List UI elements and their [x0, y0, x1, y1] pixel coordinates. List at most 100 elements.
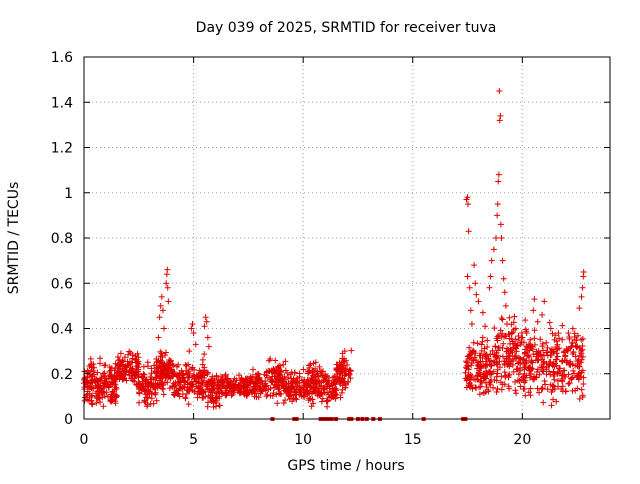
y-tick-label: 0.4 — [51, 322, 73, 338]
data-point — [491, 359, 498, 366]
data-point — [477, 377, 484, 384]
data-point — [329, 382, 336, 389]
y-axis-label: SRMTID / TECUs — [6, 182, 22, 295]
data-point — [510, 368, 517, 375]
data-point — [566, 333, 573, 340]
data-point — [105, 382, 112, 389]
data-point — [526, 367, 533, 374]
data-point — [522, 392, 529, 399]
data-point — [538, 386, 545, 393]
data-point — [109, 379, 116, 386]
data-point — [201, 351, 208, 358]
data-point — [199, 372, 206, 379]
data-point — [554, 377, 561, 384]
data-point — [565, 330, 572, 337]
data-point — [528, 357, 535, 364]
data-point — [341, 366, 348, 373]
data-point — [263, 382, 270, 389]
data-point — [167, 357, 174, 364]
data-point — [282, 358, 289, 365]
data-point — [566, 380, 573, 387]
data-point — [284, 370, 291, 377]
data-point — [309, 396, 316, 403]
data-point — [526, 344, 533, 351]
data-point — [550, 368, 557, 375]
data-point — [531, 296, 538, 303]
data-point — [313, 380, 320, 387]
data-point — [472, 280, 479, 287]
data-point — [122, 363, 129, 370]
data-point — [517, 367, 524, 374]
data-point — [521, 350, 528, 357]
data-point — [575, 373, 582, 380]
data-point — [148, 370, 155, 377]
data-point — [269, 379, 276, 386]
data-point — [533, 351, 540, 358]
data-point — [91, 371, 98, 378]
data-point — [513, 366, 520, 373]
data-point — [496, 117, 503, 124]
data-point — [279, 382, 286, 389]
data-point — [97, 385, 104, 392]
data-point — [550, 396, 557, 403]
data-point — [162, 349, 169, 356]
data-point — [198, 379, 205, 386]
data-point — [177, 385, 184, 392]
data-point — [500, 275, 507, 282]
data-point — [249, 373, 256, 380]
data-point — [114, 362, 121, 369]
data-point — [497, 112, 504, 119]
data-point — [520, 339, 527, 346]
data-point — [492, 353, 499, 360]
data-point — [263, 393, 270, 400]
data-point — [497, 379, 504, 386]
data-point — [300, 366, 307, 373]
data-point — [517, 360, 524, 367]
data-point — [84, 373, 91, 380]
data-point — [472, 357, 479, 364]
data-point — [160, 391, 167, 398]
data-point — [162, 352, 169, 359]
data-point — [464, 194, 471, 201]
data-point — [177, 378, 184, 385]
data-point — [274, 381, 281, 388]
data-point — [300, 379, 307, 386]
data-point — [485, 355, 492, 362]
data-point — [511, 353, 518, 360]
data-point — [509, 346, 516, 353]
data-point — [336, 379, 343, 386]
data-point — [503, 355, 510, 362]
data-point — [333, 385, 340, 392]
y-tick-label: 0 — [64, 412, 73, 428]
data-point — [549, 382, 556, 389]
data-point — [288, 375, 295, 382]
data-point — [155, 357, 162, 364]
data-point — [310, 400, 317, 407]
data-point — [209, 385, 216, 392]
data-point — [341, 358, 348, 365]
data-point — [506, 352, 513, 359]
data-point — [222, 392, 229, 399]
data-point — [338, 369, 345, 376]
data-point — [496, 358, 503, 365]
data-point — [113, 392, 120, 399]
data-point — [157, 353, 164, 360]
data-point — [148, 376, 155, 383]
data-point — [159, 385, 166, 392]
data-point — [186, 348, 193, 355]
data-point — [519, 334, 526, 341]
data-point — [170, 370, 177, 377]
data-point — [158, 379, 165, 386]
data-point — [498, 334, 505, 341]
data-point — [93, 375, 100, 382]
x-tick-label: 5 — [189, 432, 198, 448]
data-point — [203, 318, 210, 325]
data-point — [493, 235, 500, 241]
data-point — [543, 360, 550, 367]
data-point — [309, 376, 316, 383]
data-point — [210, 404, 217, 411]
data-point — [468, 320, 475, 327]
data-point — [470, 347, 477, 354]
data-point — [497, 327, 504, 334]
data-point — [306, 384, 313, 391]
